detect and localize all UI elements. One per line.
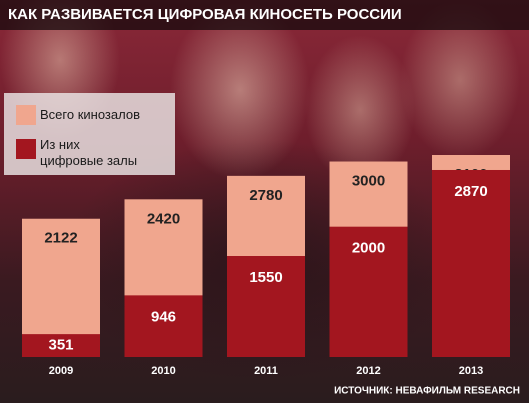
x-tick-label: 2013 xyxy=(459,365,483,377)
x-tick-label: 2012 xyxy=(356,365,380,377)
digital-bar xyxy=(227,256,305,357)
legend: Всего кинозалов Из них цифровые залы xyxy=(4,93,175,175)
value-label: 2870 xyxy=(454,183,487,200)
value-label: 946 xyxy=(151,308,176,325)
legend-label: Всего кинозалов xyxy=(40,107,140,122)
value-label: 3000 xyxy=(352,172,385,189)
value-label: 1550 xyxy=(249,269,282,286)
legend-label: Из них цифровые залы xyxy=(40,137,138,168)
legend-swatch xyxy=(16,139,36,159)
value-label: 2420 xyxy=(147,210,180,227)
digital-bar xyxy=(22,334,100,357)
title-band xyxy=(0,0,529,30)
digital-bar xyxy=(329,226,408,357)
legend-swatch xyxy=(16,105,36,125)
value-label: 351 xyxy=(48,337,73,354)
source: ИСТОЧНИК: НЕВАФИЛЬМ RESEARCH xyxy=(334,386,520,397)
value-label: 2780 xyxy=(249,187,282,204)
chart-title: КАК РАЗВИВАЕТСЯ ЦИФРОВАЯ КИНОСЕТЬ РОССИИ xyxy=(8,6,402,23)
x-tick-label: 2009 xyxy=(49,365,73,377)
value-label: 2122 xyxy=(44,230,77,247)
total-bar xyxy=(22,218,100,357)
x-tick-label: 2010 xyxy=(151,365,175,377)
value-label: 2000 xyxy=(352,240,385,257)
digital-bar xyxy=(124,295,203,357)
digital-bar xyxy=(432,169,510,357)
x-tick-label: 2011 xyxy=(254,365,278,377)
